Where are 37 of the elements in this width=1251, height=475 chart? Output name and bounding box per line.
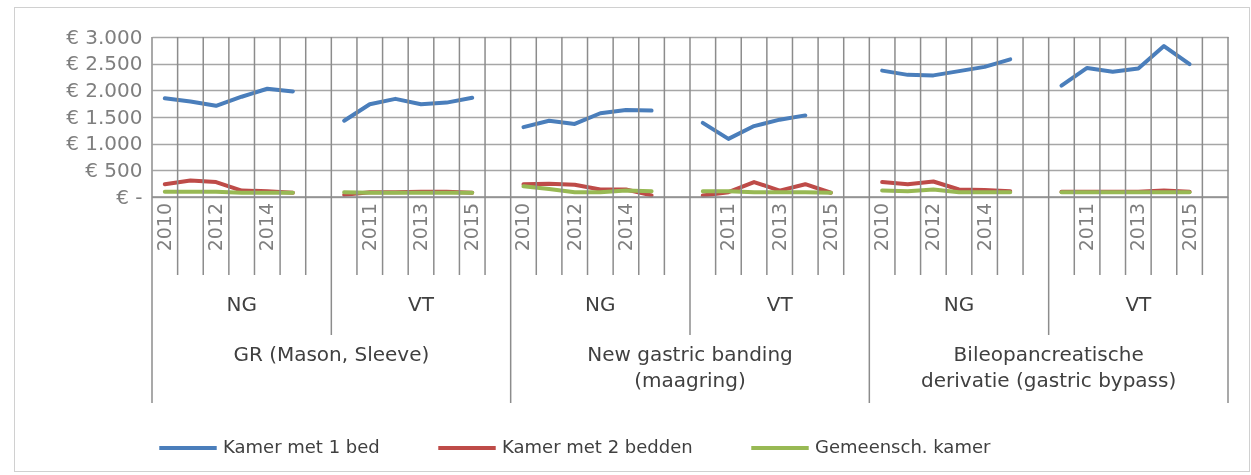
x-tick-label: 2010 [511, 203, 534, 252]
x-tick-label: 2014 [972, 203, 995, 252]
y-tick-label: € 500 [85, 157, 143, 182]
x-tick-label: 2012 [204, 203, 227, 252]
x-tick-label: 2011 [1075, 203, 1098, 252]
x-tick-label: 2014 [613, 203, 636, 252]
y-tick-label: € 2.500 [66, 51, 143, 76]
x-tick-label: 2014 [255, 203, 278, 252]
x-tick-label: 2011 [716, 203, 739, 252]
text: NG [226, 292, 257, 316]
text: VT [408, 292, 435, 316]
y-tick-label: € 3.000 [66, 24, 143, 49]
x-tick-label: 2015 [460, 203, 483, 252]
x-tick-label: 2012 [562, 203, 585, 252]
text: VT [1125, 292, 1153, 316]
x-tick-label: 2010 [870, 203, 893, 252]
x-tick-label: 2011 [357, 203, 380, 252]
legend-label: Gemeensch. kamer [815, 436, 991, 457]
x-tick-label: 2012 [921, 203, 944, 252]
text: Bileopancreatische derivatie (gastric bypass) [921, 342, 1177, 392]
x-tick-label: 2015 [818, 203, 841, 252]
x-tick-label: 2013 [409, 203, 431, 252]
text: New gastric banding (maagring) [587, 342, 793, 392]
text: NG [585, 292, 616, 316]
legend-label: Kamer met 1 bed [223, 436, 380, 457]
text: NG [943, 292, 975, 316]
y-tick-label: € 1.500 [66, 104, 143, 129]
legend-label: Kamer met 2 bedden [502, 436, 693, 457]
x-tick-label: 2010 [152, 203, 175, 252]
y-tick-label: € - [116, 184, 143, 209]
x-tick-label: 2013 [767, 203, 790, 252]
x-tick-label: 2015 [1177, 203, 1200, 252]
y-tick-label: € 2.000 [66, 77, 143, 102]
text: GR (Mason, Sleeve) [233, 342, 430, 366]
text: VT [766, 292, 794, 316]
x-tick-label: 2013 [1126, 203, 1149, 252]
y-tick-label: € 1.000 [66, 131, 143, 156]
